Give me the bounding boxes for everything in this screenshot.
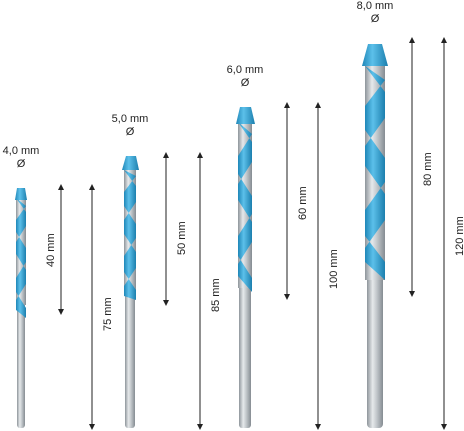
tip-length-label-6mm: 60 mm	[297, 186, 309, 220]
flute-spiral	[124, 170, 136, 300]
diameter-symbol: Ø	[125, 126, 135, 138]
shank	[239, 280, 251, 428]
diameter-value: 4,0 mm	[2, 145, 40, 157]
diameter-label-5mm: 5,0 mm Ø	[112, 113, 149, 139]
diameter-value: 5,0 mm	[111, 113, 149, 125]
shank	[125, 290, 135, 428]
diameter-value: 8,0 mm	[356, 0, 394, 12]
diameter-symbol: Ø	[240, 77, 250, 89]
flute-spiral	[16, 198, 26, 318]
cutting-tip	[362, 44, 388, 66]
tip-length-label-5mm: 50 mm	[176, 221, 188, 255]
total-length-label-5mm: 85 mm	[210, 278, 222, 312]
total-length-label-4mm: 75 mm	[102, 297, 114, 331]
total-length-label-6mm: 100 mm	[328, 249, 340, 289]
diameter-label-4mm: 4,0 mm Ø	[3, 145, 40, 171]
cutting-tip	[15, 188, 27, 200]
tip-length-label-4mm: 40 mm	[45, 233, 57, 267]
shank	[17, 300, 25, 428]
drill-bit-8mm	[362, 44, 388, 428]
drill-bit-6mm	[236, 107, 255, 428]
flute-spiral	[365, 66, 385, 280]
shank	[367, 270, 383, 428]
flute-spiral	[238, 122, 252, 292]
cutting-tip	[236, 107, 255, 124]
cutting-tip	[122, 156, 139, 170]
tip-length-label-8mm: 80 mm	[422, 152, 434, 186]
drill-bit-5mm	[122, 156, 139, 428]
diameter-label-8mm: 8,0 mm Ø	[357, 0, 394, 26]
diameter-label-6mm: 6,0 mm Ø	[227, 64, 264, 90]
diameter-value: 6,0 mm	[226, 64, 264, 76]
drill-bit-4mm	[15, 188, 27, 428]
diameter-symbol: Ø	[370, 13, 380, 25]
diameter-symbol: Ø	[16, 158, 26, 170]
total-length-label-8mm: 120 mm	[454, 216, 464, 256]
